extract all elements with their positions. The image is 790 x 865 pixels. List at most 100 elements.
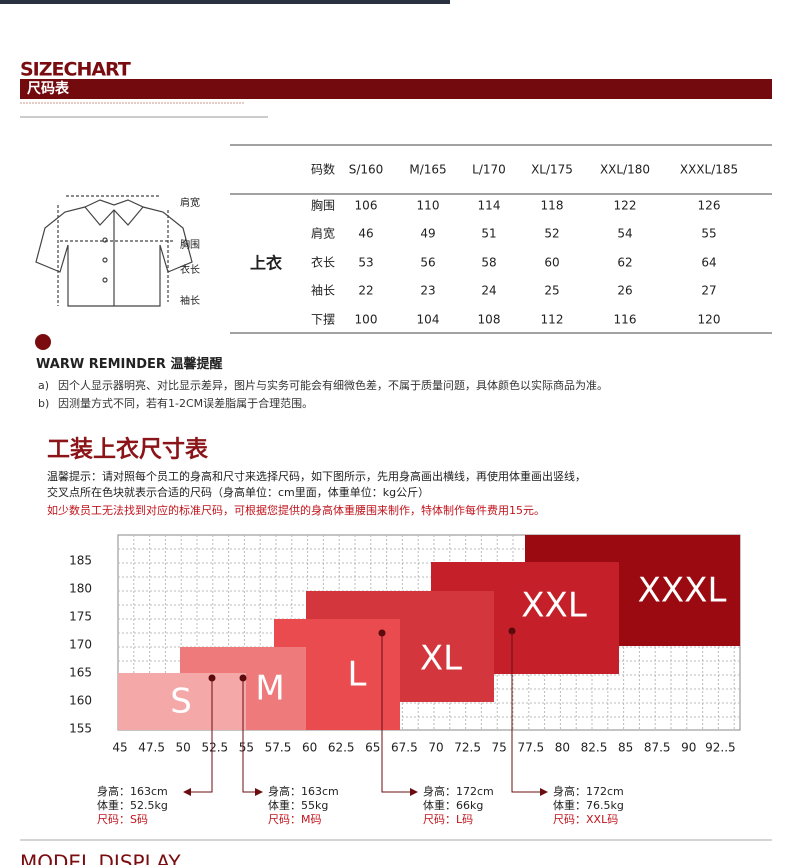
table-cell: 122 — [614, 199, 637, 213]
diagram-label: 衣长 — [180, 263, 200, 276]
column-header: S/160 — [349, 163, 384, 177]
table-cell: 62 — [617, 256, 632, 270]
x-tick-label: 80 — [555, 741, 570, 755]
size-block-label: XXL — [521, 586, 587, 626]
table-cell: 100 — [355, 313, 378, 327]
table-cell: 24 — [481, 284, 496, 298]
top-image-edge — [0, 0, 450, 4]
title-bar — [20, 79, 772, 99]
x-tick-label: 72.5 — [454, 741, 481, 755]
reminder-title-en: WARW REMINDER — [36, 357, 166, 372]
x-tick-label: 62.5 — [328, 741, 355, 755]
x-tick-label: 50 — [176, 741, 191, 755]
table-cell: 118 — [541, 199, 564, 213]
callout-size: 尺码：L码 — [423, 813, 473, 826]
x-tick-label: 47.5 — [138, 741, 165, 755]
x-tick-label: 75 — [492, 741, 507, 755]
column-header: M/165 — [409, 163, 446, 177]
callout-height: 身高：172cm — [423, 784, 494, 798]
column-header: XL/175 — [531, 163, 573, 177]
x-tick-label: 52.5 — [201, 741, 228, 755]
x-tick-label: 87.5 — [644, 741, 671, 755]
x-tick-label: 57.5 — [265, 741, 292, 755]
section-subtitle: 尺码表 — [27, 80, 70, 97]
x-tick-label: 77.5 — [517, 741, 544, 755]
table-cell: 52 — [544, 227, 559, 241]
row-label: 胸围 — [311, 198, 335, 213]
y-tick-label: 155 — [69, 722, 92, 736]
y-tick-label: 170 — [69, 638, 92, 652]
diagram-label: 胸围 — [180, 238, 200, 251]
table-cell: 26 — [617, 284, 632, 298]
reminder-marker: a) — [38, 379, 49, 392]
x-tick-label: 60 — [302, 741, 317, 755]
x-tick-label: 55 — [239, 741, 254, 755]
callout-weight: 体重：52.5kg — [97, 798, 168, 812]
table-cell: 56 — [420, 256, 435, 270]
reminder-text: 因测量方式不同，若有1-2CM误差脂属于合理范围。 — [58, 396, 313, 410]
size-block-label: XL — [420, 639, 462, 679]
table-cell: 49 — [420, 227, 435, 241]
table-cell: 58 — [481, 256, 496, 270]
size-block-label: M — [255, 669, 284, 709]
x-tick-label: 67.5 — [391, 741, 418, 755]
callout-size: 尺码：M码 — [268, 813, 322, 826]
table-cell: 112 — [541, 313, 564, 327]
callout-line — [381, 633, 418, 796]
table-cell: 60 — [544, 256, 559, 270]
table-cell: 27 — [701, 284, 716, 298]
column-header: 码数 — [311, 162, 335, 177]
fit-title: 工装上衣尺寸表 — [47, 436, 209, 463]
x-tick-label: 65 — [365, 741, 380, 755]
row-label: 袖长 — [311, 283, 335, 298]
reminder-title-cn: 温馨提醒 — [170, 356, 222, 372]
fit-note: 交叉点所在色块就表示合适的尺码（身高单位：cm里面，体重单位：kg公斤） — [47, 485, 429, 499]
table-cell: 53 — [358, 256, 373, 270]
table-cell: 116 — [614, 313, 637, 327]
callout-line — [183, 678, 213, 796]
y-tick-label: 180 — [69, 582, 92, 596]
table-cell: 126 — [698, 199, 721, 213]
table-cell: 104 — [417, 313, 440, 327]
callout-size: 尺码：XXL码 — [553, 813, 618, 826]
table-cell: 54 — [617, 227, 632, 241]
callout-line — [242, 678, 263, 796]
bullet — [35, 334, 51, 350]
x-tick-label: 85 — [618, 741, 633, 755]
size-block-label: S — [170, 682, 192, 722]
callout-size: 尺码：S码 — [97, 813, 148, 826]
row-label: 下摆 — [311, 313, 335, 327]
table-cell: 114 — [478, 199, 501, 213]
table-cell: 110 — [417, 199, 440, 213]
table-cell: 108 — [478, 313, 501, 327]
callout-weight: 体重：66kg — [423, 798, 483, 812]
reminder-text: 因个人显示器明亮、对比显示差异，图片与实务可能会有细微色差，不属于质量问题，具体… — [58, 378, 608, 392]
x-tick-label: 82.5 — [581, 741, 608, 755]
x-tick-label: 45 — [112, 741, 127, 755]
shirt-diagram — [35, 195, 193, 307]
table-cell: 106 — [355, 199, 378, 213]
reminder-marker: b) — [38, 397, 49, 410]
fit-note: 如少数员工无法找到对应的标准尺码，可根据您提供的身高体重腰围来制作，特体制作每件… — [47, 503, 545, 517]
table-cell: 51 — [481, 227, 496, 241]
fit-note: 温馨提示：请对照每个员工的身高和尺寸来选择尺码，如下图所示，先用身高画出横线，再… — [47, 469, 586, 483]
table-cell: 64 — [701, 256, 716, 270]
diagram-label: 肩宽 — [180, 196, 200, 209]
size-block — [118, 673, 246, 730]
x-tick-label: 92..5 — [705, 741, 736, 755]
table-cell: 23 — [420, 284, 435, 298]
y-tick-label: 160 — [69, 694, 92, 708]
callout-line — [511, 631, 548, 796]
size-block-label: XXXL — [638, 571, 727, 611]
column-header: XXL/180 — [600, 163, 650, 177]
column-header: XXXL/185 — [680, 163, 738, 177]
row-label: 肩宽 — [311, 226, 335, 241]
size-block-label: L — [348, 655, 367, 695]
column-header: L/170 — [472, 163, 506, 177]
reminder-title: WARW REMINDER 温馨提醒 — [36, 356, 222, 372]
y-tick-label: 165 — [69, 666, 92, 680]
table-group: 上衣 — [250, 254, 282, 273]
x-tick-label: 90 — [681, 741, 696, 755]
table-cell: 46 — [358, 227, 373, 241]
